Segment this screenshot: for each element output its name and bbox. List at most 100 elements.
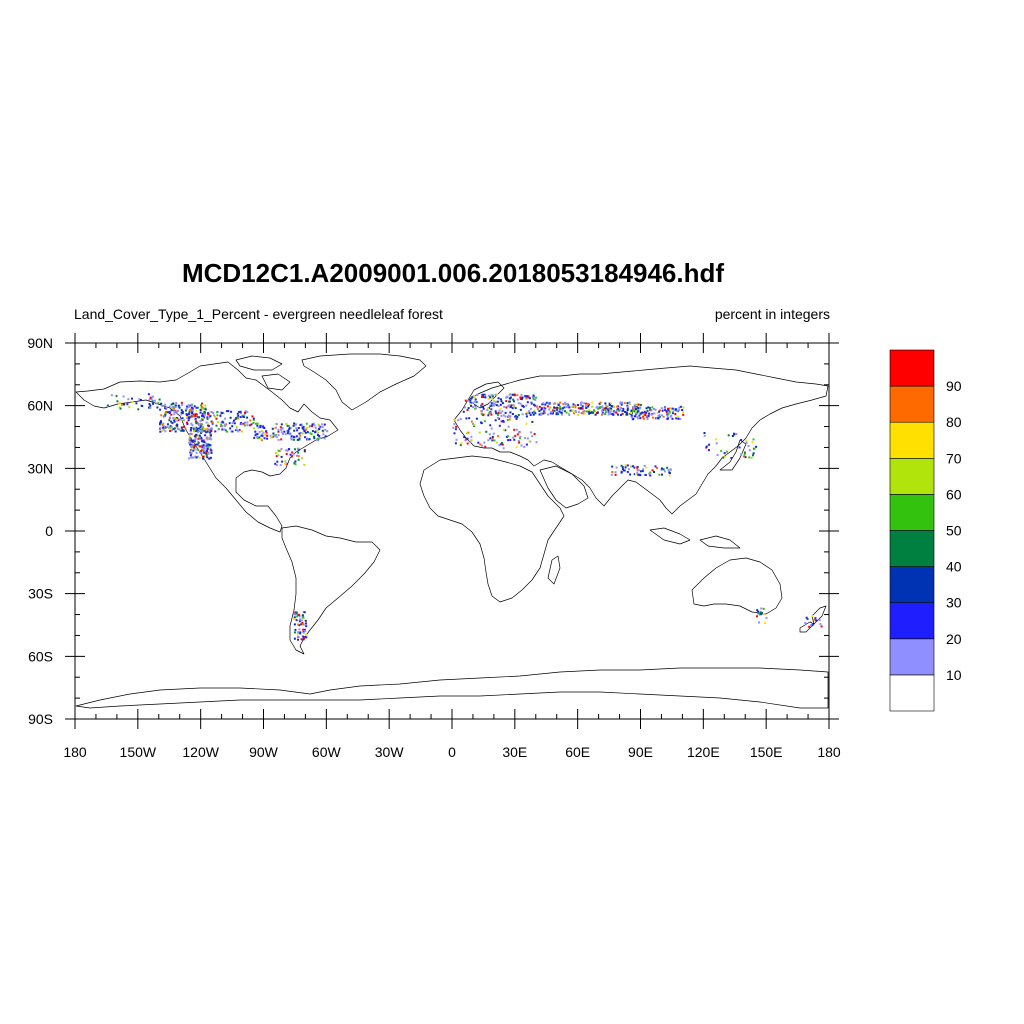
forest-pixel [747,445,750,448]
forest-pixel [636,466,639,469]
forest-pixel [489,424,492,427]
forest-pixel [499,407,502,410]
forest-pixel [523,446,526,448]
forest-pixel [505,400,508,403]
forest-pixel [201,423,203,426]
forest-pixel [208,457,211,460]
forest-pixel [185,415,188,418]
forest-pixel [521,413,524,416]
forest-pixel [204,411,207,414]
colorbar-box [889,385,935,423]
forest-pixel [469,402,472,405]
forest-pixel [280,431,283,434]
forest-pixel [819,623,822,625]
forest-pixel [471,401,474,404]
forest-pixel [277,438,280,441]
forest-pixel [231,430,234,433]
forest-pixel [583,402,586,405]
colorbar-label: 30 [946,595,962,611]
forest-pixel [192,413,195,416]
forest-pixel [564,401,566,404]
forest-pixel [165,411,167,413]
forest-pixel [203,450,206,453]
forest-pixel [626,410,628,413]
forest-pixel [617,408,620,411]
forest-pixel [504,415,507,418]
forest-pixel [513,428,516,431]
forest-pixel [152,395,154,398]
forest-pixel [594,413,597,416]
forest-pixel [148,406,150,409]
forest-pixel [501,442,503,445]
forest-pixel [677,417,680,420]
forest-pixel [622,468,624,471]
forest-pixel [720,449,723,452]
forest-pixel [288,433,291,436]
forest-pixel [466,442,469,445]
forest-pixel [553,406,556,409]
map-ticks [65,333,839,729]
forest-pixel [478,431,481,434]
forest-pixel [203,451,206,454]
forest-pixel [553,409,556,412]
forest-pixel [577,407,580,410]
forest-pixel [122,395,125,398]
forest-pixel [532,394,535,397]
forest-pixel [285,449,288,452]
forest-pixel [260,433,263,436]
forest-pixel [173,419,176,422]
forest-pixel [552,409,555,412]
forest-pixel [308,426,311,429]
forest-pixel [298,447,301,450]
forest-pixel [184,409,187,412]
forest-pixel [164,426,167,429]
forest-pixel [654,465,657,468]
forest-pixel [668,411,671,414]
forest-pixel [604,409,607,412]
forest-pixel [275,455,278,458]
forest-pixel [174,404,177,407]
forest-pixel [535,441,538,444]
forest-pixel [533,433,536,435]
forest-pixel [254,430,257,433]
forest-pixel [672,410,675,413]
forest-pixel [577,413,579,416]
forest-pixel [499,443,502,446]
forest-pixel [646,415,649,418]
forest-pixel [312,422,315,425]
forest-pixel [116,400,119,403]
forest-pixel [533,410,536,413]
forest-pixel [322,433,325,436]
forest-pixel [127,398,130,401]
forest-pixel [321,429,324,432]
forest-pixel [518,441,521,444]
forest-pixel [513,394,516,397]
forest-pixel [484,445,487,448]
forest-pixel [166,426,169,429]
forest-pixel [222,412,225,415]
forest-pixel [244,410,247,413]
forest-pixel [240,422,242,424]
forest-pixel [229,416,232,419]
forest-pixel [203,446,206,449]
forest-pixel [561,413,563,416]
forest-pixel [764,622,767,624]
forest-pixel [189,449,192,452]
forest-pixel [274,462,277,465]
forest-pixel [318,435,321,438]
forest-pixel [190,441,192,444]
lon-label: 150E [750,744,783,760]
forest-pixel [760,611,763,614]
forest-pixel [173,420,176,423]
forest-pixel [651,469,654,472]
forest-pixel [235,417,237,420]
forest-pixel [204,434,207,437]
forest-pixel [497,411,500,414]
forest-pixel [591,405,594,408]
forest-pixel [207,413,210,416]
forest-pixel [630,465,632,468]
forest-pixel [525,397,528,400]
coast-greenland [301,353,427,411]
forest-pixel [636,468,639,471]
forest-pixel [615,411,618,414]
